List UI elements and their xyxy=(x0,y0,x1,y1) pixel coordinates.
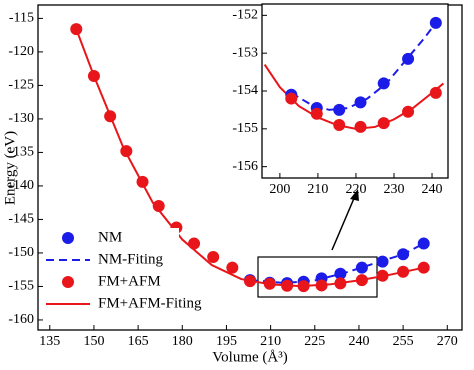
y-tick-label: -160 xyxy=(8,312,34,327)
x-tick-label: 200 xyxy=(269,182,290,197)
arrow-head xyxy=(350,189,359,201)
data-point xyxy=(285,92,298,105)
data-point xyxy=(333,119,346,132)
data-point xyxy=(376,269,389,282)
data-point xyxy=(377,117,390,130)
data-point xyxy=(136,175,149,188)
y-tick-label: -135 xyxy=(8,145,34,160)
x-tick-label: 195 xyxy=(216,334,237,349)
legend-bg xyxy=(44,250,179,270)
data-point xyxy=(70,23,83,36)
legend-bg xyxy=(44,272,179,292)
y-tick-label: -155 xyxy=(232,121,258,136)
y-tick-label: -153 xyxy=(232,45,258,60)
y-axis-label: Energy (eV) xyxy=(2,131,18,205)
y-tick-label: -115 xyxy=(9,11,34,26)
x-tick-label: 255 xyxy=(393,334,414,349)
data-point xyxy=(310,107,323,120)
legend-label: FM+AFM xyxy=(98,273,161,289)
data-point xyxy=(429,86,442,99)
y-tick-label: -154 xyxy=(232,83,258,98)
y-tick-label: -156 xyxy=(232,159,258,174)
y-tick-label: -140 xyxy=(8,178,34,193)
data-point xyxy=(355,261,368,274)
x-tick-label: 240 xyxy=(348,334,369,349)
data-point xyxy=(376,255,389,268)
data-point xyxy=(397,248,410,261)
x-tick-label: 270 xyxy=(437,334,458,349)
x-tick-label: 210 xyxy=(307,182,328,197)
data-point xyxy=(417,237,430,250)
y-tick-label: -130 xyxy=(8,111,34,126)
data-point xyxy=(354,96,367,109)
y-tick-label: -125 xyxy=(8,78,34,93)
zoom-arrow xyxy=(331,195,356,251)
data-point xyxy=(355,274,368,287)
data-point xyxy=(354,120,367,133)
data-point xyxy=(377,77,390,90)
x-tick-label: 165 xyxy=(128,334,149,349)
data-point xyxy=(397,265,410,278)
data-point xyxy=(429,16,442,29)
data-point xyxy=(104,110,117,123)
y-tick-label: -145 xyxy=(8,212,34,227)
plot-frame xyxy=(261,3,449,179)
y-tick-label: -155 xyxy=(8,279,34,294)
y-tick-label: -150 xyxy=(8,245,34,260)
data-point xyxy=(402,105,415,118)
data-point xyxy=(263,277,276,290)
x-tick-label: 135 xyxy=(39,334,60,349)
x-axis-label: Volume (Å³) xyxy=(212,349,287,365)
legend-marker xyxy=(62,232,74,244)
y-tick-label: -152 xyxy=(232,8,258,23)
legend-marker xyxy=(62,276,74,288)
x-tick-label: 230 xyxy=(383,182,404,197)
data-point xyxy=(297,280,310,293)
data-point xyxy=(120,145,133,158)
data-point xyxy=(188,237,201,250)
x-tick-label: 180 xyxy=(172,334,193,349)
y-tick-label: -120 xyxy=(8,44,34,59)
legend-bg xyxy=(44,294,179,314)
legend-label: NM-Fiting xyxy=(98,251,164,267)
data-point xyxy=(281,279,294,292)
data-point xyxy=(152,200,165,213)
data-point xyxy=(334,277,347,290)
x-tick-label: 150 xyxy=(83,334,104,349)
data-point xyxy=(315,279,328,292)
x-tick-label: 240 xyxy=(422,182,443,197)
data-point xyxy=(417,261,430,274)
data-point xyxy=(402,52,415,65)
legend-bg xyxy=(44,228,179,248)
x-tick-label: 225 xyxy=(304,334,325,349)
legend-label: FM+AFM-Fiting xyxy=(98,295,202,311)
x-tick-label: 210 xyxy=(260,334,281,349)
data-point xyxy=(333,103,346,116)
data-point xyxy=(207,250,220,263)
legend-label: NM xyxy=(98,229,122,245)
data-point xyxy=(244,275,256,288)
x-tick-label: 220 xyxy=(345,182,366,197)
data-point xyxy=(334,267,347,280)
data-point xyxy=(226,261,239,274)
plot-frame xyxy=(37,4,463,331)
data-point xyxy=(87,70,100,83)
